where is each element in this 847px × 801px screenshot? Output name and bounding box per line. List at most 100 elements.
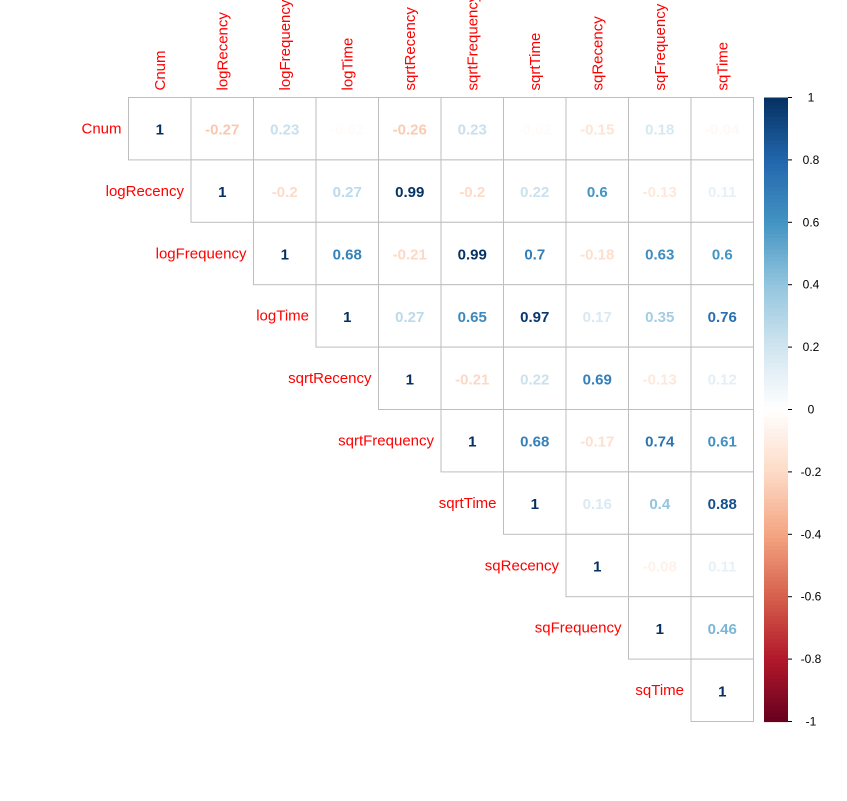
coefficient-label: 0.22 (520, 184, 549, 201)
matrix-cell (690, 658, 754, 722)
legend-color-strip (764, 249, 788, 255)
legend-color-strip (764, 631, 788, 637)
legend-color-strip (764, 499, 788, 504)
legend-tick-label: 0.4 (803, 278, 820, 292)
legend-color-strip (764, 565, 788, 570)
legend-color-strip (764, 308, 788, 313)
legend-color-strip (764, 686, 788, 691)
legend-color-strip (764, 620, 788, 625)
legend-color-strip (764, 448, 788, 453)
legend-color-strip (764, 312, 788, 317)
legend-color-strip (764, 136, 788, 141)
legend-color-strip (764, 265, 788, 270)
legend-color-strip (764, 479, 788, 485)
legend-color-strip (764, 635, 788, 641)
legend-color-strip (764, 210, 788, 216)
legend-color-strip (764, 362, 788, 368)
legend-color-strip (764, 109, 788, 114)
legend-color-strip (764, 588, 788, 594)
matrix-cells (128, 97, 754, 722)
legend-color-strip (764, 148, 788, 153)
coefficient-label: -0.02 (330, 122, 364, 139)
row-label: sqrtRecency (288, 370, 372, 387)
legend-color-strip (764, 432, 788, 438)
matrix-cell (628, 471, 692, 535)
legend-color-strip (764, 187, 788, 192)
coefficient-label: 0.46 (708, 621, 737, 638)
coefficient-label: 0.76 (708, 309, 737, 326)
legend-tick-label: 0.8 (803, 153, 820, 167)
legend-color-strip (764, 604, 788, 609)
legend-tick-label: -0.6 (801, 590, 822, 604)
matrix-cell (628, 159, 692, 223)
legend-color-strip (764, 124, 788, 130)
legend-color-strip (764, 405, 788, 411)
legend-color-strip (764, 140, 788, 145)
legend-color-strip (764, 670, 788, 676)
legend-tick-label: 0.2 (803, 340, 820, 354)
legend-color-strip (764, 401, 788, 407)
matrix-cell (315, 221, 379, 286)
legend-color-strip (764, 659, 788, 664)
legend-color-strip (764, 647, 788, 652)
coefficient-label: 0.97 (520, 309, 549, 326)
matrix-cell (253, 97, 317, 161)
legend-tick-label: -0.2 (801, 465, 822, 479)
legend-color-strip (764, 573, 788, 578)
coefficient-label: 0.6 (587, 184, 608, 201)
legend-color-strip (764, 612, 788, 617)
legend-color-strip (764, 557, 788, 563)
legend-color-strip (764, 113, 788, 118)
matrix-cell (628, 596, 692, 660)
legend-color-strip (764, 105, 788, 110)
coefficient-label: 1 (468, 434, 476, 451)
column-labels: Cnum logRecency logFrequency logTime sqrtRec… (152, 0, 732, 91)
matrix-cell (690, 533, 754, 598)
legend-color-strip (764, 261, 788, 266)
legend-color-strip (764, 510, 788, 516)
matrix-cell (565, 533, 629, 598)
legend-color-strip (764, 713, 788, 719)
coefficient-labels: 1 -0.27 0.23 -0.02 -0.26 0.23 -0.02 -0.15 0.18 -0… (156, 122, 740, 701)
legend-color-strip (764, 273, 788, 278)
coefficient-label: 0.17 (583, 309, 612, 326)
legend-color-strip (764, 705, 788, 711)
legend-color-strip (764, 351, 788, 356)
legend-color-strip (764, 678, 788, 684)
legend-color-strip (764, 97, 788, 102)
legend-color-strip (764, 191, 788, 196)
coefficient-label: 0.22 (520, 371, 549, 388)
legend-color-strip (764, 195, 788, 200)
legend-color-strip (764, 503, 788, 508)
legend-color-strip (764, 120, 788, 126)
legend-color-strip (764, 702, 788, 707)
matrix-cell (378, 159, 442, 223)
legend-color-strip (764, 666, 788, 672)
matrix-cell (378, 346, 442, 411)
legend-color-strip (764, 429, 788, 434)
matrix-cell (565, 221, 629, 286)
legend-color-strip (764, 452, 788, 457)
legend-color-strip (764, 495, 788, 500)
legend-color-strip (764, 269, 788, 274)
coefficient-label: -0.08 (643, 559, 677, 576)
coefficient-label: 0.27 (395, 309, 424, 326)
legend-color-strip (764, 483, 788, 489)
legend-color-strip (764, 144, 788, 149)
legend-color-strip (764, 241, 788, 247)
column-label: sqFrequency (652, 3, 669, 90)
matrix-cell (628, 346, 692, 411)
legend-color-strip (764, 456, 788, 461)
coefficient-label: 0.74 (645, 434, 675, 451)
legend-color-strip (764, 276, 788, 282)
matrix-cell (503, 409, 567, 473)
coefficient-label: 1 (281, 247, 289, 264)
row-label: sqFrequency (535, 620, 622, 637)
legend-color-strip (764, 378, 788, 383)
column-label: sqrtRecency (402, 7, 419, 91)
matrix-cell (628, 533, 692, 598)
legend-color-strip (764, 440, 788, 446)
coefficient-label: -0.13 (643, 184, 677, 201)
legend-color-strip (764, 347, 788, 352)
